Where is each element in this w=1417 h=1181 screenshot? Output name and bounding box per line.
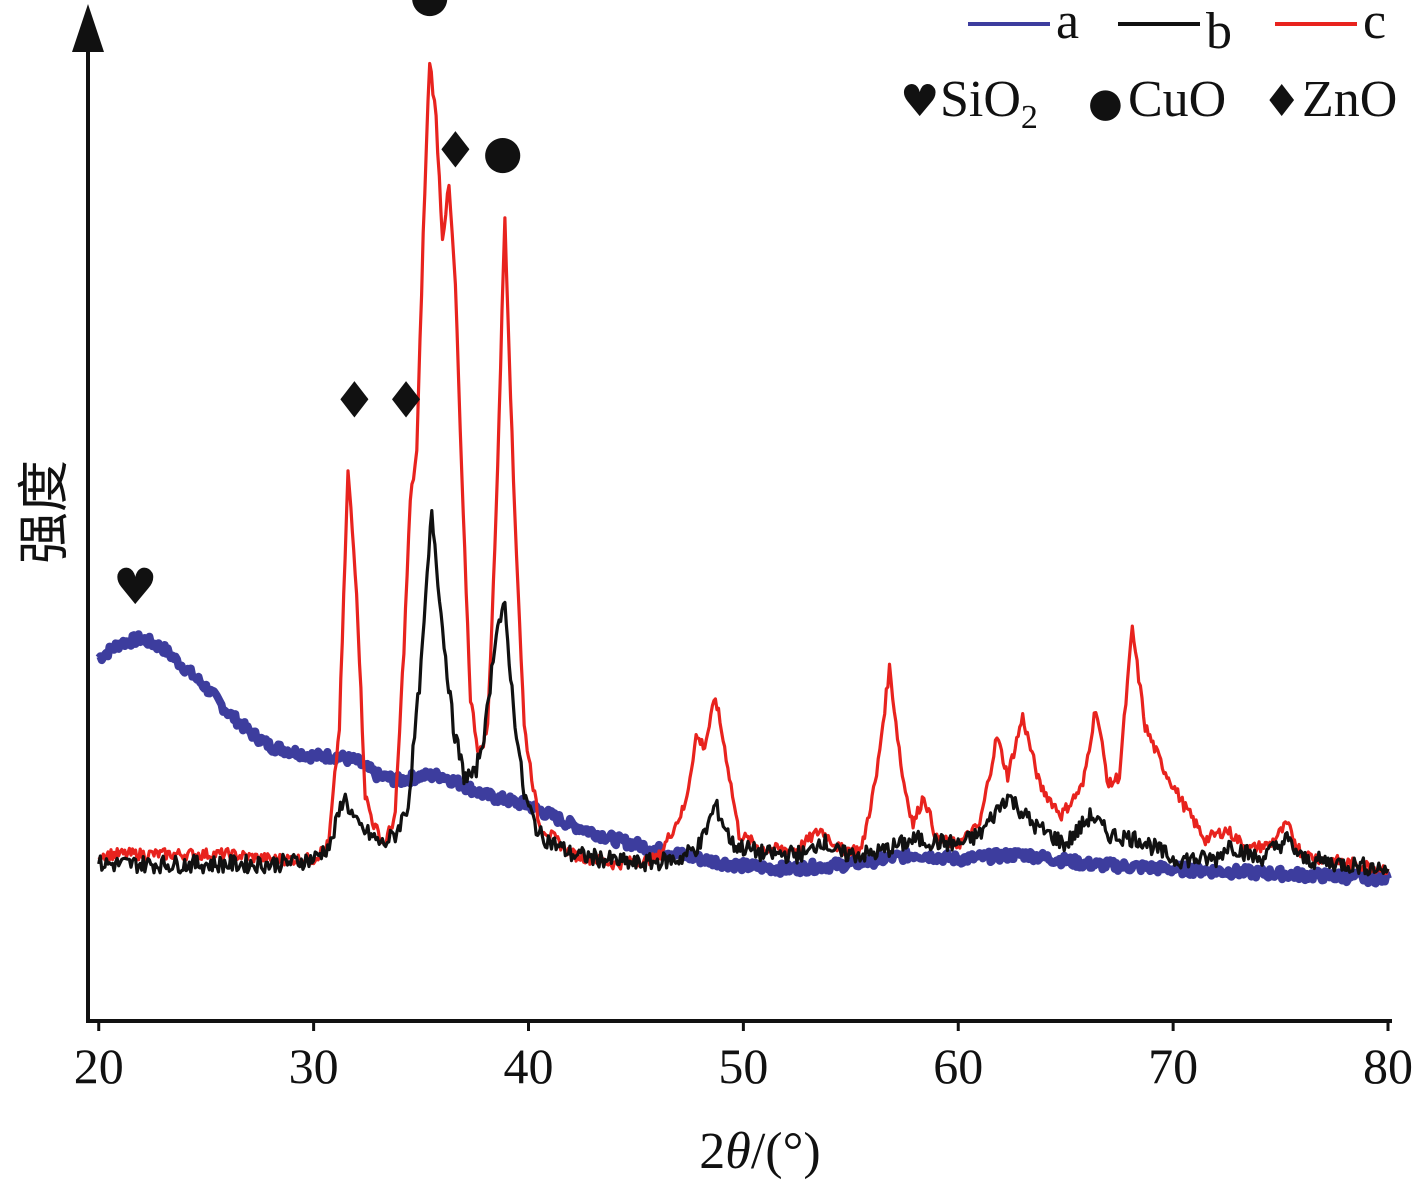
series-b-line xyxy=(97,509,1390,877)
peak-marker-zno: ♦ xyxy=(433,122,478,180)
x-axis-label-theta: θ xyxy=(725,1123,751,1180)
x-tick-label: 20 xyxy=(74,1038,124,1094)
x-axis-label-suffix: /(°) xyxy=(751,1123,821,1180)
x-tick-label: 80 xyxy=(1363,1038,1413,1094)
peak-marker-cuo: ● xyxy=(410,0,450,22)
legend-label-b: b xyxy=(1206,3,1232,60)
y-axis-label: 强度 xyxy=(17,460,74,564)
legend: a b c ♥ SiO2 ● CuO ♦ ZnO xyxy=(900,0,1397,136)
legend-phase-name: SiO xyxy=(940,71,1021,128)
x-axis-label-prefix: 2 xyxy=(699,1123,725,1180)
peak-markers: ♥♦♦●♦● xyxy=(113,0,523,616)
x-axis-label: 2θ/(°) xyxy=(699,1123,820,1180)
legend-phase-symbol-cuo: ● xyxy=(1088,80,1123,126)
legend-phase-subscript: 2 xyxy=(1021,99,1038,136)
legend-phase-symbol-zno: ♦ xyxy=(1262,76,1301,127)
peak-marker-sio2: ♥ xyxy=(113,558,158,616)
peak-marker-cuo: ● xyxy=(483,125,523,179)
x-tick-label: 70 xyxy=(1148,1038,1198,1094)
peak-marker-zno: ♦ xyxy=(384,372,429,430)
series-a-line xyxy=(95,630,1392,888)
legend-label-a: a xyxy=(1056,0,1079,50)
legend-label-c: c xyxy=(1363,0,1386,50)
legend-phase-label-sio: SiO2 xyxy=(940,71,1038,136)
legend-phase-label-zno: ZnO xyxy=(1302,71,1397,128)
x-tick-label: 60 xyxy=(933,1038,983,1094)
y-axis-arrow xyxy=(72,4,104,52)
series-c-line xyxy=(97,61,1390,876)
peak-marker-zno: ♦ xyxy=(332,372,377,430)
legend-phase-name: ZnO xyxy=(1302,71,1397,128)
series-layer xyxy=(95,61,1392,888)
x-ticks: 20 30 40 50 60 70 80 xyxy=(74,1021,1413,1094)
x-tick-label: 30 xyxy=(289,1038,339,1094)
x-tick-label: 40 xyxy=(503,1038,553,1094)
x-tick-label: 50 xyxy=(718,1038,768,1094)
legend-phase-symbol-sio: ♥ xyxy=(900,76,939,127)
legend-phase-label-cuo: CuO xyxy=(1128,71,1226,128)
legend-phase-name: CuO xyxy=(1128,71,1226,128)
